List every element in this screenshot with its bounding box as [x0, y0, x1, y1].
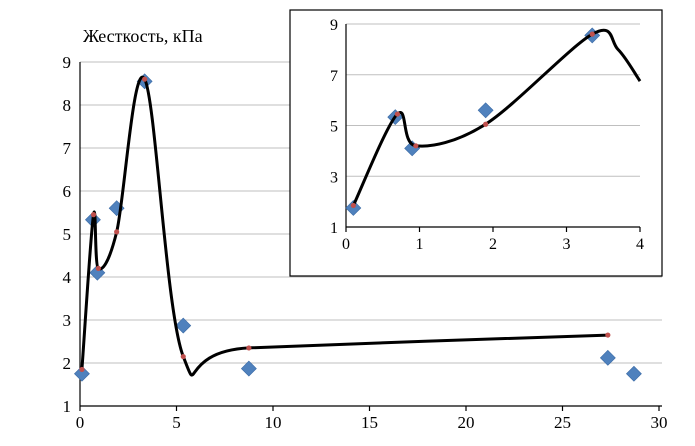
- fit-point: [394, 111, 401, 117]
- data-point: [74, 365, 90, 382]
- y-tick-label: 9: [63, 53, 72, 72]
- x-tick-label: 20: [458, 413, 475, 432]
- fit-point: [483, 121, 489, 127]
- data-point: [175, 317, 192, 334]
- fit-point: [142, 76, 148, 82]
- fit-point: [605, 332, 611, 338]
- y-tick-label: 8: [63, 96, 72, 115]
- y-tick-label: 1: [330, 220, 338, 237]
- data-point: [240, 360, 257, 377]
- y-tick-label: 3: [330, 169, 338, 186]
- y-tick-label: 5: [330, 119, 338, 136]
- y-tick-label: 4: [63, 268, 72, 287]
- x-tick-label: 4: [636, 236, 644, 253]
- y-tick-label: 5: [63, 225, 72, 244]
- fit-point: [79, 366, 85, 373]
- data-point: [477, 102, 494, 119]
- data-point: [625, 365, 642, 382]
- x-tick-label: 0: [342, 236, 350, 253]
- inset-frame: [289, 9, 663, 277]
- x-tick-label: 1: [416, 236, 424, 253]
- fit-point: [413, 143, 419, 149]
- x-tick-label: 10: [265, 413, 282, 432]
- y-tick-label: 1: [63, 397, 72, 416]
- x-tick-label: 2: [489, 236, 497, 253]
- y-tick-label: 3: [63, 311, 72, 330]
- x-tick-label: 5: [172, 413, 181, 432]
- x-tick-label: 25: [554, 413, 571, 432]
- x-tick-label: 0: [76, 413, 85, 432]
- data-point: [599, 349, 616, 366]
- fit-point: [246, 345, 252, 351]
- x-tick-label: 30: [651, 413, 668, 432]
- fit-point: [180, 353, 186, 360]
- fit-point: [350, 202, 356, 209]
- y-tick-label: 2: [63, 354, 72, 373]
- y-tick-label: 7: [63, 139, 72, 158]
- fit-point: [90, 212, 97, 218]
- y-tick-label: 6: [63, 182, 72, 201]
- y-tick-label: 9: [330, 17, 338, 34]
- y-tick-label: 7: [330, 68, 338, 85]
- y-axis-label: Жесткость, кПа: [83, 26, 203, 46]
- fit-point: [95, 265, 101, 271]
- fit-point: [589, 31, 595, 37]
- fit-point: [114, 229, 120, 235]
- x-tick-label: 3: [563, 236, 571, 253]
- x-tick-label: 15: [361, 413, 378, 432]
